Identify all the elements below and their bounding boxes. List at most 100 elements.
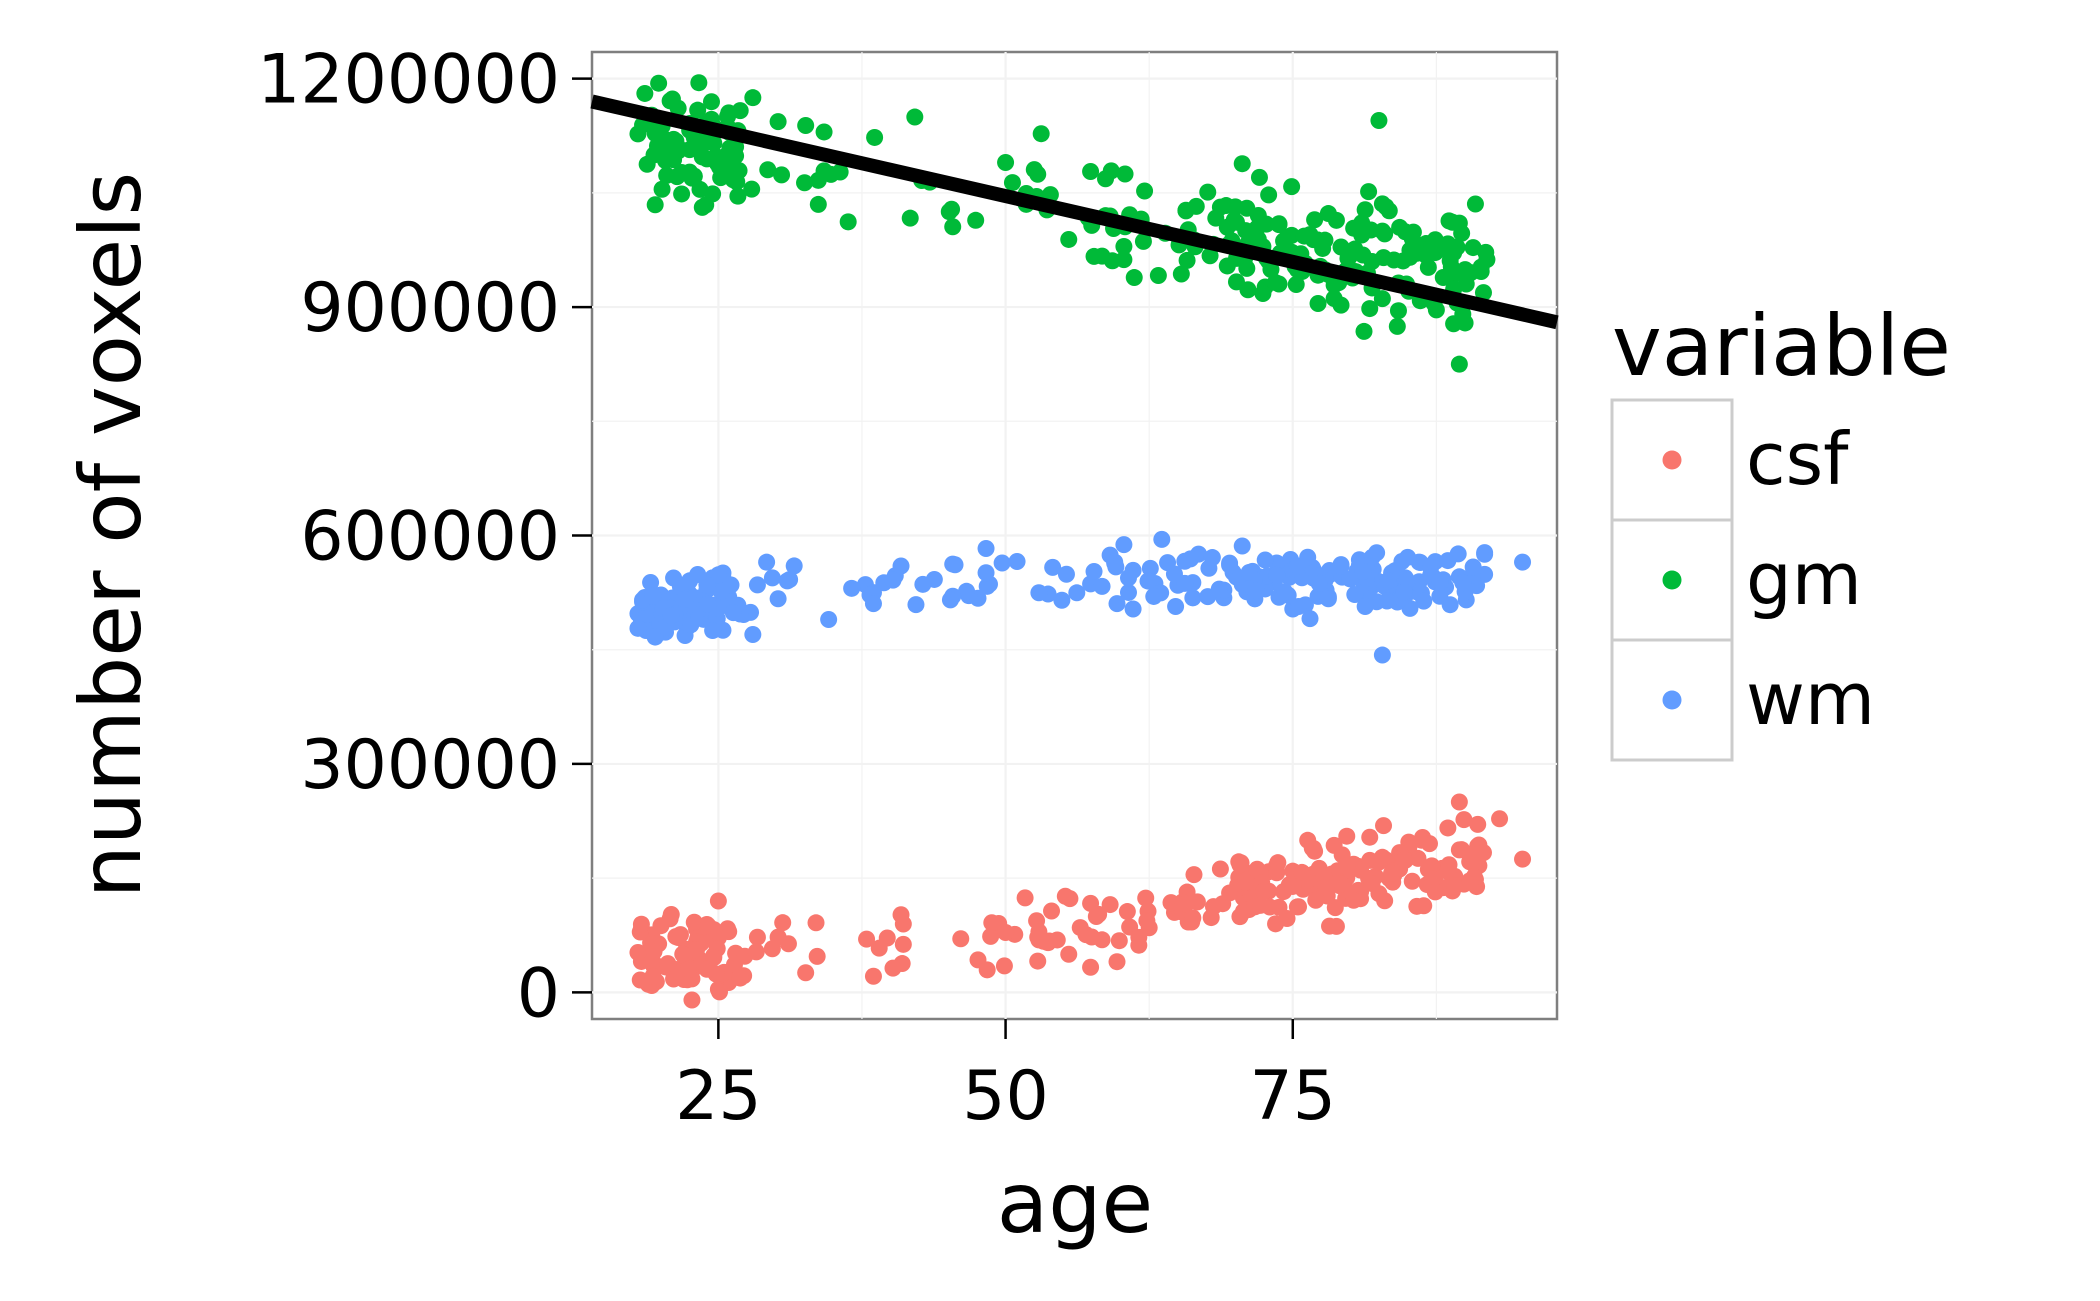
point-csf (683, 991, 701, 1009)
point-csf (983, 914, 1001, 932)
point-gm (1149, 266, 1167, 284)
point-gm (1270, 275, 1288, 293)
point-wm (676, 590, 694, 608)
point-gm (1377, 198, 1395, 216)
point-wm (1240, 564, 1258, 582)
point-csf (1060, 945, 1078, 963)
point-gm (1478, 251, 1496, 269)
point-csf (709, 892, 727, 910)
point-gm (724, 171, 742, 189)
y-tick-label: 900000 (300, 269, 560, 348)
point-csf (1138, 912, 1156, 930)
point-csf (1221, 884, 1239, 902)
point-csf (1514, 850, 1532, 868)
point-wm (642, 574, 660, 592)
point-gm (1389, 302, 1407, 320)
point-gm (1003, 174, 1021, 192)
point-gm (1270, 215, 1288, 233)
series-csf (629, 793, 1532, 1009)
point-csf (748, 928, 766, 946)
point-wm (709, 566, 727, 584)
point-wm (785, 557, 803, 575)
point-gm (1093, 247, 1111, 265)
point-gm (697, 196, 715, 214)
point-wm (864, 595, 882, 613)
legend-label-csf: csf (1746, 417, 1850, 501)
point-csf (1409, 849, 1427, 867)
point-csf (1029, 952, 1047, 970)
point-csf (982, 927, 1000, 945)
point-wm (1268, 566, 1286, 584)
point-csf (1137, 889, 1155, 907)
point-csf (1110, 932, 1128, 950)
point-csf (680, 960, 697, 978)
point-gm (645, 146, 663, 164)
point-gm (653, 180, 671, 198)
point-gm (661, 92, 679, 110)
point-csf (1450, 793, 1468, 811)
point-wm (1247, 582, 1265, 600)
point-gm (1304, 231, 1322, 249)
point-gm (759, 161, 777, 179)
point-csf (1202, 909, 1220, 927)
point-csf (675, 946, 693, 964)
point-wm (1068, 584, 1086, 602)
point-wm (1203, 549, 1221, 567)
point-csf (1383, 864, 1401, 882)
point-wm (1514, 553, 1532, 571)
point-csf (1325, 836, 1343, 854)
y-tick-label: 300000 (300, 726, 560, 805)
point-wm (1299, 548, 1317, 566)
point-wm (1184, 589, 1202, 607)
point-wm (1354, 563, 1372, 581)
point-gm (690, 74, 708, 92)
point-csf (685, 913, 703, 931)
point-csf (1462, 845, 1480, 863)
point-gm (729, 187, 747, 205)
y-tick-label: 0 (517, 954, 560, 1033)
data-points (629, 74, 1532, 1009)
point-csf (1077, 926, 1095, 944)
point-csf (1278, 910, 1296, 928)
point-csf (808, 947, 826, 965)
point-wm (1399, 548, 1417, 566)
point-gm (1172, 265, 1190, 283)
point-wm (1107, 558, 1125, 576)
point-gm (1218, 257, 1236, 275)
point-wm (978, 577, 996, 595)
point-wm (1115, 536, 1133, 554)
point-wm (1332, 557, 1350, 575)
point-gm (1370, 112, 1388, 130)
point-gm (1457, 275, 1475, 293)
point-csf (645, 943, 663, 961)
point-wm (1044, 558, 1062, 576)
point-wm (1476, 544, 1494, 562)
point-wm (892, 557, 910, 575)
point-csf (1048, 931, 1066, 949)
point-wm (1379, 572, 1397, 590)
point-csf (878, 929, 896, 947)
point-gm (1391, 218, 1409, 236)
series-gm (629, 74, 1496, 373)
point-csf (1288, 898, 1306, 916)
point-csf (774, 914, 792, 932)
point-gm (1116, 165, 1134, 183)
point-gm (731, 102, 749, 120)
point-wm (724, 604, 742, 622)
point-csf (1293, 863, 1311, 881)
point-csf (1403, 872, 1421, 890)
point-csf (892, 906, 910, 924)
point-gm (1226, 198, 1244, 216)
point-wm (820, 611, 838, 629)
point-gm (1115, 237, 1133, 255)
point-wm (1085, 562, 1103, 580)
point-gm (1136, 182, 1154, 200)
point-wm (1431, 587, 1449, 605)
point-csf (1376, 892, 1394, 910)
point-csf (1030, 923, 1048, 941)
point-gm (901, 209, 919, 227)
point-csf (1426, 883, 1444, 901)
point-csf (699, 917, 717, 935)
point-gm (685, 167, 703, 185)
point-gm (1134, 232, 1152, 250)
